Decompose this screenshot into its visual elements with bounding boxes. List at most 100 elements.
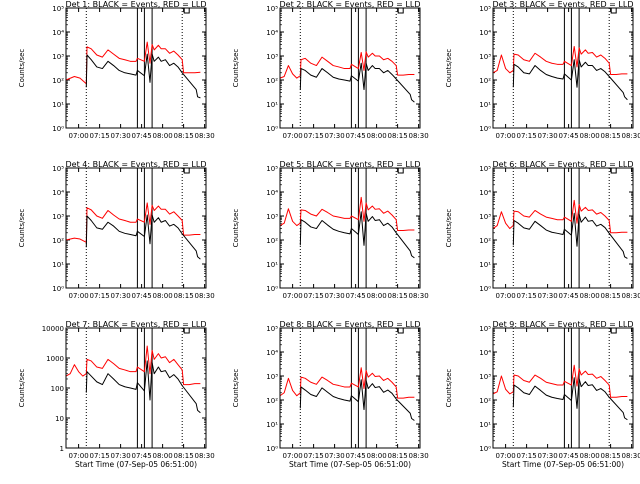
series-line-events: [512, 212, 628, 259]
panel-title: Det 7: BLACK = Events, RED = LLD: [66, 320, 207, 329]
x-tick-label: 07:00: [69, 292, 89, 300]
y-axis-label: Counts/sec: [445, 49, 453, 88]
x-tick-label: 08:30: [195, 452, 215, 460]
detector-panel-7: Det 7: BLACK = Events, RED = LLD 1 10 100 10…: [18, 320, 215, 469]
y-tick-label: 10⁵: [479, 5, 491, 13]
series-line-lld: [65, 41, 201, 85]
y-tick-label: 10²: [52, 77, 64, 85]
plot-frame: [279, 327, 421, 449]
plot-frame: [65, 327, 207, 449]
series-line-events: [85, 53, 201, 99]
x-tick-label: 08:15: [601, 292, 621, 300]
x-tick-label: 07:00: [496, 292, 516, 300]
x-tick-label: 08:00: [367, 452, 387, 460]
series-line-lld: [65, 345, 201, 386]
y-tick-label: 10: [55, 415, 64, 423]
y-tick-label: 10³: [479, 373, 491, 381]
x-tick-label: 08:15: [601, 452, 621, 460]
series-line-lld: [279, 51, 415, 79]
x-tick-label: 08:00: [367, 292, 387, 300]
x-axis-label: Start Time (07-Sep-05 06:51:00): [289, 460, 411, 469]
x-tick-label: 08:00: [580, 292, 600, 300]
y-tick-label: 10¹: [479, 421, 491, 429]
x-tick-label: 07:15: [90, 292, 110, 300]
y-tick-label: 10⁰: [52, 285, 64, 293]
x-tick-label: 07:30: [538, 132, 558, 140]
x-tick-label: 07:30: [111, 452, 131, 460]
y-axis-label: Counts/sec: [232, 369, 240, 408]
y-tick-label: 10¹: [52, 101, 64, 109]
x-tick-label: 07:30: [538, 452, 558, 460]
y-tick-label: 10²: [52, 237, 64, 245]
y-tick-label: 10³: [479, 213, 491, 221]
panel-title: Det 8: BLACK = Events, RED = LLD: [280, 320, 421, 329]
x-tick-label: 07:45: [346, 452, 366, 460]
x-tick-label: 07:45: [132, 132, 152, 140]
x-tick-label: 07:30: [538, 292, 558, 300]
y-tick-label: 10⁴: [266, 189, 278, 197]
x-tick-label: 08:15: [388, 452, 408, 460]
y-tick-label: 10³: [266, 53, 278, 61]
y-tick-label: 10¹: [266, 101, 278, 109]
x-tick-label: 07:15: [90, 452, 110, 460]
panel-title: Det 3: BLACK = Events, RED = LLD: [493, 0, 634, 9]
detector-panel-8: Det 8: BLACK = Events, RED = LLD 10⁰ 10¹ 10…: [232, 320, 429, 469]
x-tick-label: 07:00: [283, 452, 303, 460]
x-tick-label: 08:30: [195, 292, 215, 300]
panel-title: Det 4: BLACK = Events, RED = LLD: [66, 160, 207, 169]
y-tick-label: 10⁴: [52, 189, 64, 197]
x-tick-label: 08:15: [174, 292, 194, 300]
series-line-lld: [65, 202, 201, 243]
y-tick-label: 10⁴: [479, 29, 491, 37]
panel-title: Det 6: BLACK = Events, RED = LLD: [493, 160, 634, 169]
y-tick-label: 10³: [52, 213, 64, 221]
x-tick-label: 08:00: [580, 452, 600, 460]
y-tick-label: 10²: [266, 397, 278, 405]
x-tick-label: 07:45: [346, 132, 366, 140]
y-tick-label: 10⁵: [479, 325, 491, 333]
x-tick-label: 07:45: [346, 292, 366, 300]
y-tick-label: 10²: [479, 77, 491, 85]
x-tick-label: 07:45: [559, 292, 579, 300]
plot-frame: [492, 7, 634, 129]
x-tick-label: 08:00: [153, 452, 173, 460]
y-tick-label: 10000: [42, 325, 64, 333]
y-tick-label: 10⁵: [52, 165, 64, 173]
x-tick-label: 07:45: [559, 132, 579, 140]
x-tick-label: 08:15: [174, 132, 194, 140]
y-axis-label: Counts/sec: [18, 49, 26, 88]
y-axis-label: Counts/sec: [445, 209, 453, 248]
series-line-events: [85, 360, 201, 414]
panel-title: Det 9: BLACK = Events, RED = LLD: [493, 320, 634, 329]
x-tick-label: 07:00: [283, 132, 303, 140]
plot-frame: [279, 167, 421, 289]
y-tick-label: 10⁰: [479, 125, 491, 133]
detector-panel-6: Det 6: BLACK = Events, RED = LLD 10⁰ 10¹ 10…: [445, 160, 640, 300]
plot-frame: [65, 167, 207, 289]
x-tick-label: 08:15: [388, 132, 408, 140]
y-axis-label: Counts/sec: [445, 369, 453, 408]
y-tick-label: 10⁵: [479, 165, 491, 173]
plot-frame: [65, 7, 207, 129]
panel-title: Det 2: BLACK = Events, RED = LLD: [280, 0, 421, 9]
x-tick-label: 08:00: [367, 132, 387, 140]
y-tick-label: 10⁴: [266, 349, 278, 357]
x-tick-label: 08:30: [409, 452, 429, 460]
x-tick-label: 07:00: [69, 132, 89, 140]
x-tick-label: 07:45: [132, 452, 152, 460]
x-tick-label: 07:15: [90, 132, 110, 140]
y-tick-label: 10⁵: [52, 5, 64, 13]
y-tick-label: 10⁰: [52, 125, 64, 133]
x-tick-label: 07:00: [496, 452, 516, 460]
y-tick-label: 10¹: [266, 421, 278, 429]
y-tick-label: 10⁴: [266, 29, 278, 37]
plot-frame: [279, 7, 421, 129]
x-tick-label: 08:30: [622, 452, 640, 460]
x-tick-label: 08:30: [622, 292, 640, 300]
detector-panel-3: Det 3: BLACK = Events, RED = LLD 10⁰ 10¹ 10…: [445, 0, 640, 140]
y-tick-label: 10³: [52, 53, 64, 61]
x-tick-label: 08:00: [153, 292, 173, 300]
x-tick-label: 07:45: [559, 452, 579, 460]
